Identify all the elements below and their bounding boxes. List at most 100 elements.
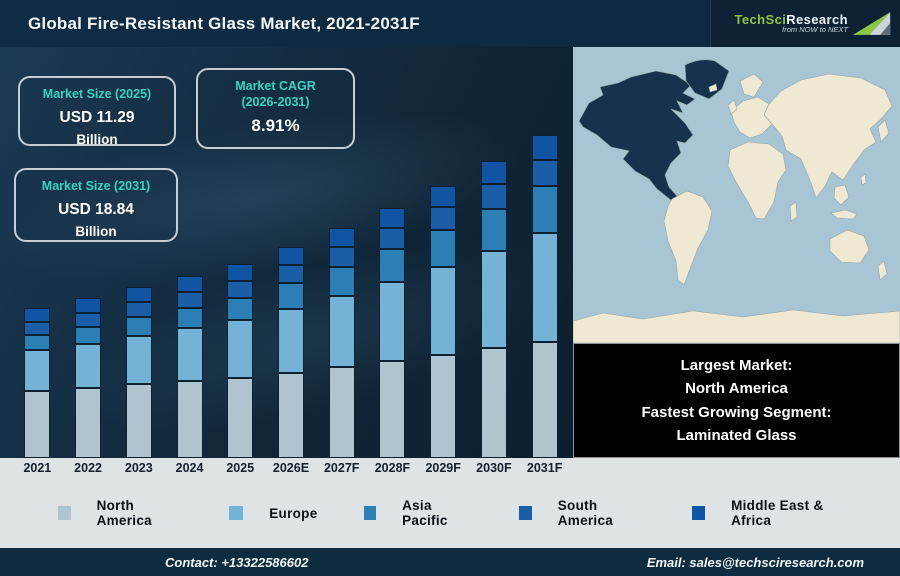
island-uk — [727, 99, 738, 115]
bar-segment-south-america — [531, 159, 558, 187]
bar-segment-middle-east-africa — [430, 185, 457, 208]
islands-indonesia — [830, 209, 858, 220]
callout-fastest-segment-value: Laminated Glass — [676, 426, 797, 444]
legend-item-europe: Europe — [229, 506, 317, 521]
stat-box-market-size-2031: Market Size (2031) USD 18.84 Billion — [14, 168, 178, 242]
x-tick-2029F: 2029F — [425, 461, 461, 475]
bar-segment-north-america — [75, 387, 102, 458]
bar-2026E — [277, 246, 304, 458]
x-tick-2028F: 2028F — [374, 461, 411, 475]
x-tick-2021: 2021 — [23, 461, 52, 475]
bar-segment-north-america — [24, 390, 51, 458]
bar-segment-middle-east-africa — [277, 246, 304, 265]
continent-south-america — [663, 190, 713, 286]
stat-label: Market Size (2031) — [41, 179, 151, 193]
bar-2025 — [227, 264, 254, 458]
header-bar: Global Fire-Resistant Glass Market, 2021… — [0, 0, 900, 47]
bar-segment-north-america — [430, 355, 457, 458]
legend-swatch-icon — [229, 506, 244, 520]
bar-segment-europe — [430, 267, 457, 355]
footer-email[interactable]: Email: sales@techsciresearch.com — [646, 554, 864, 570]
bar-2024 — [176, 276, 203, 458]
bar-segment-middle-east-africa — [227, 264, 254, 281]
region-southeast-asia — [833, 184, 850, 206]
bar-segment-south-america — [24, 321, 51, 336]
stat-unit: Billion — [76, 131, 118, 147]
bar-segment-europe — [480, 250, 507, 349]
bar-segment-europe — [277, 308, 304, 373]
bar-segment-europe — [125, 335, 152, 385]
callout-fastest-segment-label: Fastest Growing Segment: — [641, 403, 832, 421]
bar-segment-europe — [379, 282, 406, 362]
page-title: Global Fire-Resistant Glass Market, 2021… — [28, 13, 420, 33]
x-tick-2024: 2024 — [175, 461, 204, 475]
bar-segment-middle-east-africa — [75, 298, 102, 313]
bar-segment-asia-pacific — [328, 266, 355, 296]
bar-segment-north-america — [379, 361, 406, 458]
footer-contact[interactable]: Contact: +13322586602 — [165, 554, 309, 570]
legend-label: Europe — [269, 505, 318, 521]
logo-brand-primary: TechSci — [734, 11, 787, 27]
legend-swatch-icon — [692, 506, 706, 520]
bar-segment-north-america — [176, 381, 203, 458]
footer-bar: Contact: +13322586602 Email: sales@techs… — [0, 548, 900, 576]
continent-africa — [727, 141, 787, 220]
bar-segment-north-america — [125, 384, 152, 458]
continent-antarctica — [573, 309, 900, 343]
region-scandinavia — [739, 73, 764, 98]
x-tick-2031F: 2031F — [526, 461, 563, 475]
bar-segment-south-america — [328, 247, 355, 267]
bar-segment-south-america — [430, 207, 457, 231]
techsci-logo: TechSciResearch from NOW to NEXT — [710, 0, 900, 47]
x-tick-2026E: 2026E — [272, 461, 310, 475]
legend-label: North America — [96, 498, 152, 528]
legend-item-asia-pacific: Asia Pacific — [363, 498, 474, 528]
stat-unit: Billion — [75, 223, 117, 239]
legend-label: Asia Pacific — [402, 498, 448, 528]
legend-item-north-america: North America — [58, 498, 183, 528]
bar-segment-middle-east-africa — [328, 228, 355, 248]
bar-segment-north-america — [480, 348, 507, 458]
bar-segment-europe — [75, 343, 102, 388]
bar-segment-middle-east-africa — [24, 307, 51, 322]
bar-plot — [12, 118, 570, 458]
stat-box-cagr: Market CAGR (2026-2031) 8.91% — [196, 68, 355, 149]
x-tick-2025: 2025 — [226, 461, 255, 475]
bar-segment-europe — [328, 295, 355, 367]
chart-panel: Market Size (2025) USD 11.29 Billion Mar… — [0, 47, 573, 458]
island-philippines — [860, 173, 867, 186]
bar-segment-south-america — [75, 312, 102, 327]
x-tick-2027F: 2027F — [323, 461, 360, 475]
bar-2029F — [430, 185, 457, 458]
stat-box-market-size-2025: Market Size (2025) USD 11.29 Billion — [18, 76, 176, 147]
island-greenland — [684, 59, 730, 100]
bar-segment-south-america — [277, 264, 304, 283]
logo-brand-secondary: Research — [786, 11, 848, 27]
island-new-zealand — [877, 260, 888, 281]
callout-largest-market-value: North America — [685, 380, 788, 398]
x-axis-labels: 2021 2022 2023 2024 2025 2026E 2027F 2028F 2029F… — [12, 461, 570, 475]
bar-segment-asia-pacific — [379, 249, 406, 283]
stat-label-line2: (2026-2031) — [241, 94, 310, 109]
stat-value: USD 18.84 — [58, 200, 134, 218]
bar-segment-north-america — [328, 367, 355, 458]
bar-2023 — [125, 287, 152, 458]
bar-2028F — [379, 207, 406, 458]
stat-label: Market CAGR — [235, 79, 316, 93]
bar-segment-europe — [176, 328, 203, 382]
bar-segment-middle-east-africa — [176, 276, 203, 292]
legend-swatch-icon — [58, 506, 71, 520]
bar-segment-middle-east-africa — [531, 134, 558, 160]
bar-segment-middle-east-africa — [379, 207, 406, 228]
bar-segment-south-america — [227, 280, 254, 298]
legend-label: Middle East & Africa — [731, 498, 824, 528]
bar-segment-north-america — [531, 341, 558, 458]
bar-segment-europe — [227, 320, 254, 378]
stat-value: 8.91% — [251, 116, 300, 136]
world-map-svg — [573, 47, 900, 343]
stat-value: USD 11.29 — [59, 108, 135, 126]
bar-segment-asia-pacific — [531, 186, 558, 234]
island-iceland — [708, 83, 718, 93]
bar-2030F — [480, 161, 507, 458]
